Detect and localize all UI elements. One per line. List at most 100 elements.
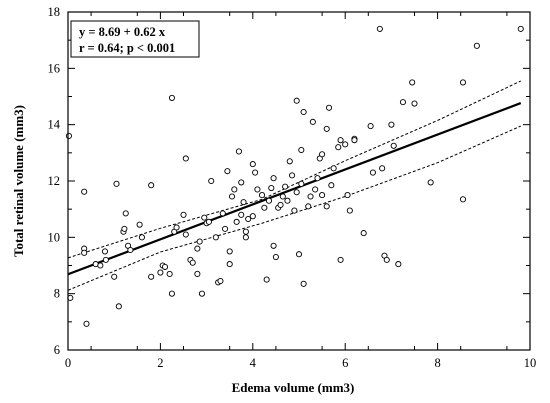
data-point [305, 203, 312, 210]
data-point [388, 121, 395, 128]
data-point [242, 234, 249, 241]
data-point [113, 180, 120, 187]
data-point [173, 224, 180, 231]
data-point [323, 203, 330, 210]
data-point [102, 256, 109, 263]
data-point [295, 251, 303, 258]
data-point [224, 168, 231, 175]
x-tick-label: 10 [524, 356, 537, 370]
data-point [238, 211, 245, 218]
data-point [379, 165, 386, 172]
data-point [337, 256, 344, 263]
data-point [277, 201, 284, 208]
data-point [272, 253, 279, 261]
data-point [83, 320, 90, 327]
data-point [390, 142, 397, 149]
regression-line [67, 102, 522, 276]
data-point [300, 108, 307, 116]
data-point [335, 144, 342, 151]
data-point [180, 211, 187, 218]
data-point [205, 218, 212, 225]
data-point [351, 137, 358, 144]
data-points [65, 25, 524, 327]
x-tick-label: 2 [157, 356, 163, 370]
data-point [168, 94, 175, 101]
data-point [286, 158, 293, 165]
data-point [459, 196, 467, 203]
data-point [208, 177, 215, 185]
data-point [293, 97, 300, 104]
data-point [238, 179, 245, 186]
data-point [121, 225, 128, 232]
data-point [270, 242, 277, 249]
data-point [245, 215, 252, 223]
data-point [249, 161, 256, 168]
data-point [194, 270, 201, 278]
correlation-stats: r = 0.64; p < 0.001 [79, 41, 175, 55]
data-point [127, 246, 134, 254]
data-point [346, 207, 353, 214]
data-point [168, 290, 175, 297]
y-tick-label: 12 [48, 174, 61, 188]
data-point [369, 169, 376, 176]
data-point [265, 197, 273, 204]
x-axis-label: Edema volume (mm3) [232, 380, 355, 395]
y-tick-label: 16 [48, 61, 61, 75]
data-point [309, 118, 316, 125]
data-point [111, 273, 118, 280]
data-point [148, 273, 155, 280]
data-point [101, 248, 109, 255]
data-point [307, 193, 314, 200]
data-point [473, 42, 480, 49]
data-point [517, 25, 524, 32]
data-point [233, 218, 240, 225]
y-tick-label: 18 [48, 5, 61, 19]
data-point [328, 182, 335, 189]
data-point [201, 214, 208, 221]
data-point [196, 238, 203, 245]
plot-frame [67, 11, 531, 351]
data-point [427, 179, 434, 186]
data-point [399, 99, 407, 106]
x-tick-label: 6 [342, 356, 348, 370]
data-point [122, 210, 129, 217]
data-point [226, 261, 233, 268]
data-point [279, 193, 286, 200]
data-point [293, 189, 300, 196]
data-point [314, 175, 321, 182]
data-point [395, 261, 402, 268]
confidence-band [67, 80, 521, 291]
data-point [344, 192, 351, 199]
data-point [330, 165, 337, 172]
data-point [409, 79, 416, 86]
data-point [289, 172, 296, 179]
data-point [300, 280, 307, 287]
y-tick-label: 6 [54, 343, 60, 357]
data-point [261, 204, 268, 211]
data-point [81, 249, 88, 256]
data-point [360, 230, 367, 237]
data-point [161, 263, 169, 270]
data-point [212, 234, 219, 241]
data-point [231, 186, 238, 193]
data-point [240, 199, 247, 206]
data-point [198, 290, 206, 297]
data-point [235, 148, 242, 155]
data-point [383, 256, 390, 263]
data-point [291, 207, 298, 214]
x-tick-label: 0 [65, 356, 71, 370]
data-point [194, 245, 201, 252]
data-point [65, 132, 72, 139]
data-point [254, 186, 261, 193]
data-point [222, 225, 229, 232]
data-point [252, 169, 259, 176]
data-point [258, 192, 266, 199]
data-point [182, 231, 189, 238]
data-point [376, 25, 383, 32]
data-point [312, 186, 319, 193]
data-point [242, 228, 249, 235]
data-point [411, 100, 418, 107]
data-point [219, 210, 226, 217]
data-point [189, 259, 196, 266]
x-tick-label: 8 [434, 356, 440, 370]
